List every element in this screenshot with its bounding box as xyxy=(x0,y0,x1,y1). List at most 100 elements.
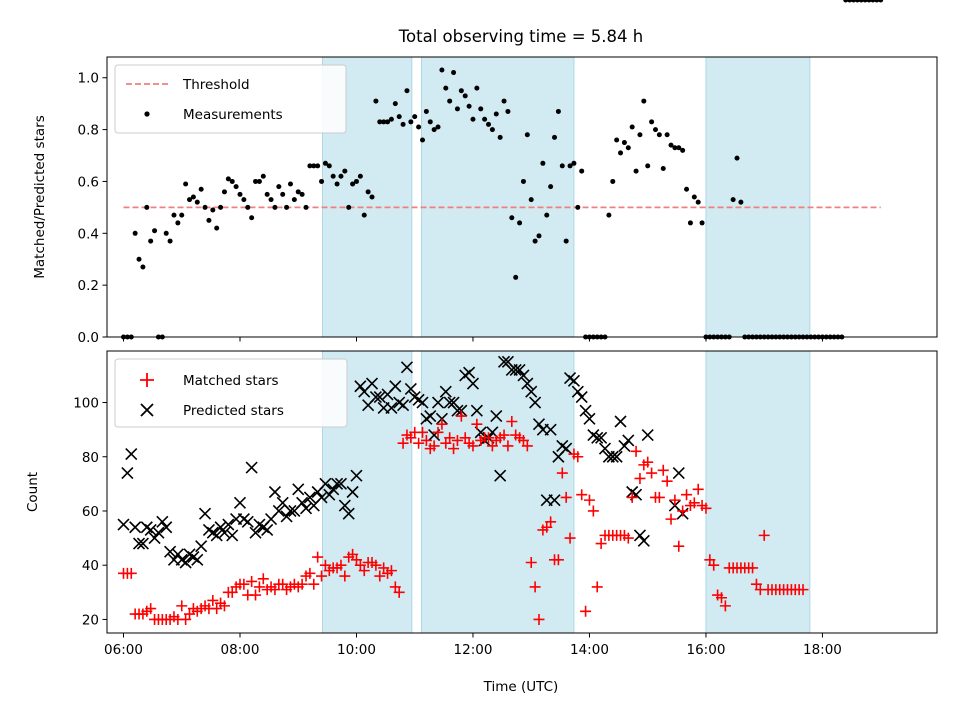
y-tick-label: 0.2 xyxy=(78,278,99,294)
measurement-point xyxy=(641,98,647,104)
predicted-stars-point xyxy=(517,369,530,382)
matched-stars-point xyxy=(316,570,328,582)
measurement-point xyxy=(400,121,406,127)
measurement-point xyxy=(555,108,561,114)
measurement-point xyxy=(256,178,262,184)
measurement-point xyxy=(334,181,340,187)
measurement-point xyxy=(528,197,534,203)
predicted-stars-point xyxy=(672,466,685,480)
measurement-point xyxy=(260,173,266,179)
predicted-stars-point xyxy=(424,410,437,423)
matched-stars-point xyxy=(413,437,425,449)
measurement-point xyxy=(412,114,418,120)
predicted-stars-point xyxy=(365,377,379,390)
measurement-point xyxy=(730,197,736,203)
measurement-point xyxy=(427,119,433,125)
predicted-stars-point xyxy=(548,494,561,507)
y-tick-label: 40 xyxy=(82,558,99,574)
matched-stars-point xyxy=(335,559,347,571)
measurement-point xyxy=(377,119,383,125)
measurement-point xyxy=(454,106,460,112)
matched-stars-point xyxy=(145,603,157,615)
measurement-point xyxy=(656,132,662,138)
measurement-point xyxy=(198,186,204,192)
measurement-point xyxy=(497,134,503,140)
measurement-point xyxy=(520,178,526,184)
matched-stars-point xyxy=(312,551,324,563)
measurement-point xyxy=(361,212,367,218)
measurement-point xyxy=(493,111,499,117)
predicted-stars-point xyxy=(245,461,258,474)
predicted-stars-point xyxy=(214,521,227,534)
measurement-point xyxy=(660,165,666,171)
measurement-point xyxy=(350,181,356,187)
matched-stars-point xyxy=(797,584,809,596)
measurement-point xyxy=(326,163,332,169)
x-tick-label: 10:00 xyxy=(337,642,376,658)
predicted-stars-point xyxy=(129,521,142,534)
matched-stars-point xyxy=(630,445,642,457)
measurement-point xyxy=(614,137,620,143)
predicted-stars-point xyxy=(397,399,410,412)
y-tick-label: 0.4 xyxy=(78,226,99,242)
predicted-stars-point xyxy=(595,431,608,444)
predicted-stars-point xyxy=(529,396,542,409)
matched-stars-point xyxy=(444,432,456,444)
matched-stars-point xyxy=(591,581,603,593)
matched-stars-point xyxy=(719,600,731,612)
predicted-stars-point xyxy=(373,391,386,404)
predicted-stars-point xyxy=(614,415,627,428)
matched-stars-point xyxy=(207,594,219,606)
legend-threshold-label: Threshold xyxy=(182,77,250,93)
measurement-point xyxy=(385,119,391,125)
measurement-point xyxy=(202,204,208,210)
measurement-point xyxy=(571,160,577,166)
matched-stars-point xyxy=(681,489,693,501)
measurement-point xyxy=(458,88,464,94)
predicted-stars-point xyxy=(218,526,231,539)
matched-stars-point xyxy=(715,592,727,604)
predicted-stars-point xyxy=(272,504,285,518)
measurement-point xyxy=(132,230,138,236)
y-tick-label: 1.0 xyxy=(78,71,99,87)
measurement-point xyxy=(878,0,884,3)
measurement-point xyxy=(295,189,301,195)
matched-stars-point xyxy=(416,426,428,438)
matched-stars-point xyxy=(673,540,685,552)
matched-stars-point xyxy=(642,456,654,468)
predicted-stars-point xyxy=(144,523,157,537)
x-tick-label: 18:00 xyxy=(803,642,842,658)
measurement-point xyxy=(284,204,290,210)
matched-stars-point xyxy=(471,418,483,430)
shaded-interval xyxy=(705,350,811,634)
measurement-point xyxy=(451,70,457,76)
predicted-stars-point xyxy=(299,502,313,515)
predicted-stars-point xyxy=(136,537,149,550)
matched-stars-point xyxy=(448,443,460,455)
matched-stars-point xyxy=(572,451,584,463)
predicted-stars-point xyxy=(164,545,177,558)
predicted-stars-point xyxy=(439,385,452,398)
measurement-point xyxy=(524,132,530,138)
measurement-point xyxy=(870,0,876,3)
bottom-axes-frame xyxy=(106,350,938,634)
measurement-point xyxy=(322,160,328,166)
measurement-point xyxy=(194,199,200,205)
measurement-point xyxy=(365,189,371,195)
matched-stars-point xyxy=(758,529,770,541)
top-panel: 0.0 0.2 0.4 0.6 0.8 1.0 Matched/Predicted sta… xyxy=(32,0,938,346)
matched-stars-point xyxy=(646,467,658,479)
measurement-point xyxy=(540,160,546,166)
predicted-stars-point xyxy=(191,553,204,566)
measurement-point xyxy=(241,197,247,203)
x-tick-label: 06:00 xyxy=(104,642,143,658)
measurement-point xyxy=(486,121,492,127)
measurement-point xyxy=(225,176,231,182)
top-legend-box xyxy=(114,64,347,134)
matched-stars-point xyxy=(556,467,568,479)
predicted-stars-point xyxy=(494,469,507,482)
measurement-point xyxy=(330,173,336,179)
measurement-point xyxy=(338,173,344,179)
measurement-point xyxy=(175,220,181,226)
legend-predicted-label: Predicted stars xyxy=(183,403,284,419)
